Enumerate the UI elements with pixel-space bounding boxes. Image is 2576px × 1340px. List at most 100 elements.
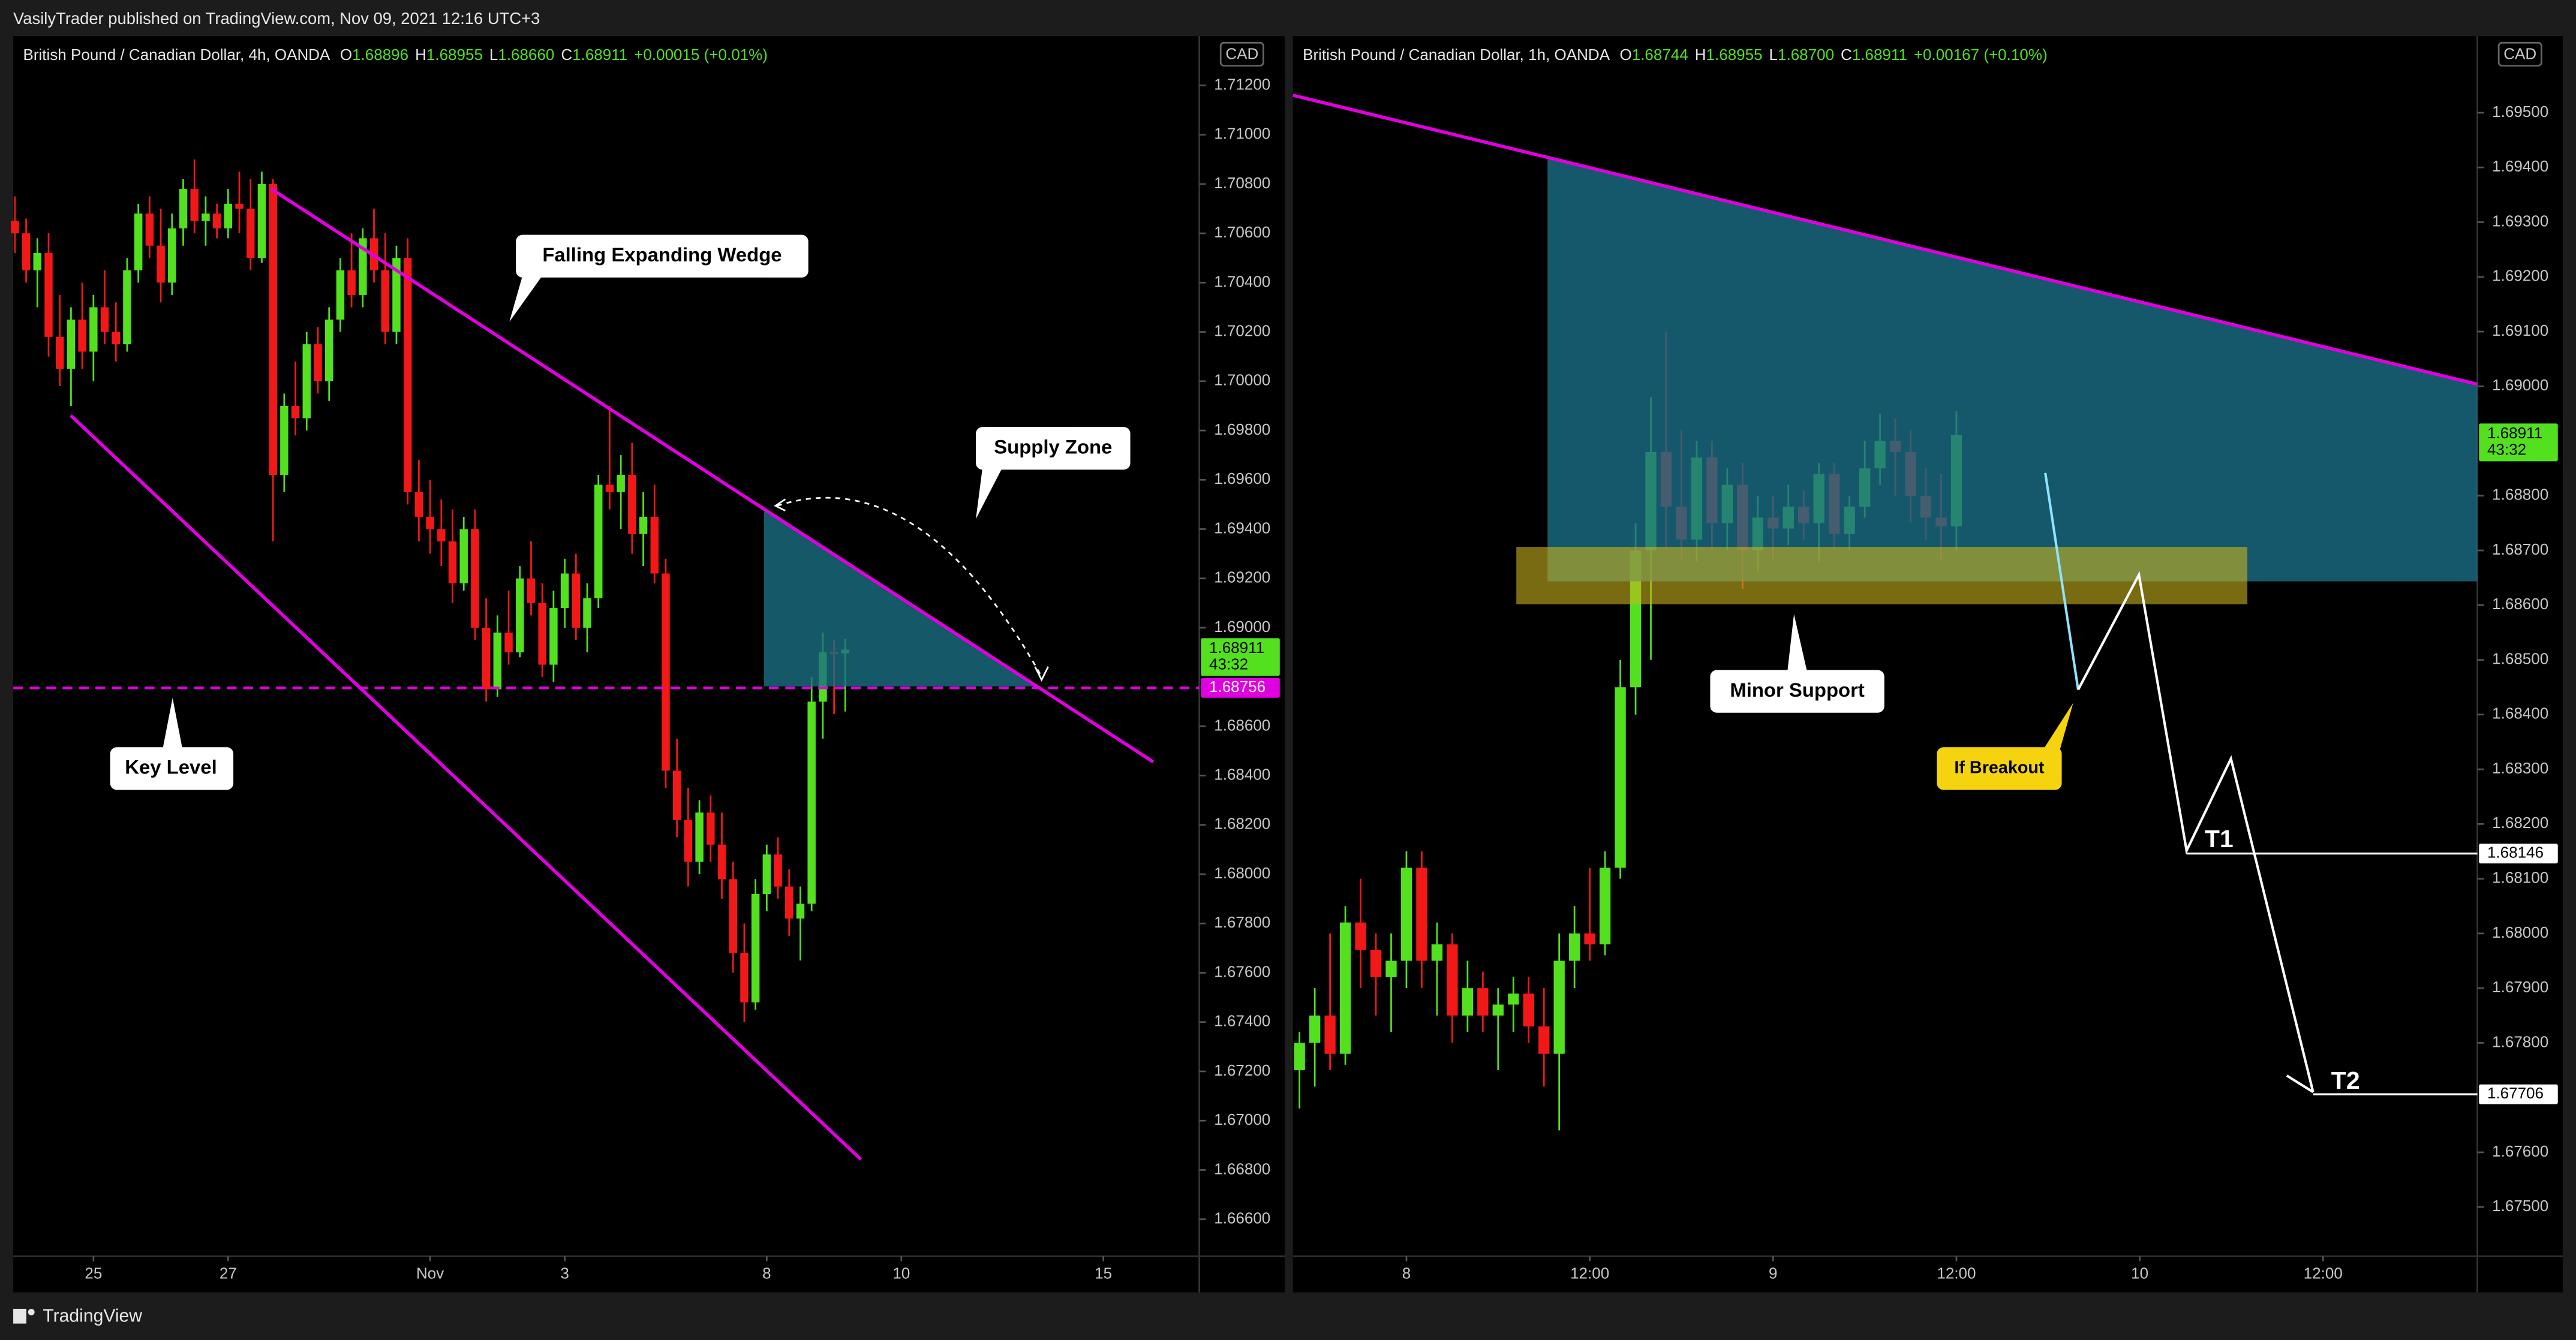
y-tick-label: 1.66600 <box>1214 1209 1270 1227</box>
candle-body <box>324 320 333 381</box>
axes <box>13 36 2563 1293</box>
callout: Falling Expanding Wedge <box>509 234 808 322</box>
candle-body <box>1370 950 1382 977</box>
y-tick-label: 1.69400 <box>2492 157 2548 175</box>
callout-text: Minor Support <box>1730 679 1865 701</box>
candle-body <box>1508 993 1519 1005</box>
candle-body <box>179 189 188 228</box>
candle-body <box>1538 1026 1550 1054</box>
y-tick-label: 1.69000 <box>1214 618 1270 636</box>
legend-change: +0.00015 (+0.01%) <box>634 46 768 64</box>
candle-body <box>482 627 491 689</box>
footer: TradingView <box>13 1306 142 1326</box>
currency-box <box>2497 41 2542 67</box>
y-tick-label: 1.67900 <box>2492 978 2548 996</box>
candle-body <box>785 886 793 919</box>
candle-body <box>1568 933 1580 961</box>
candle-body <box>1462 988 1474 1016</box>
chart-panel <box>1292 36 2563 1293</box>
candle-body <box>359 238 367 295</box>
x-tick-label: 9 <box>1769 1264 1777 1282</box>
candle-body <box>190 189 199 221</box>
candle-body <box>78 320 86 352</box>
legend-key: L <box>489 46 498 64</box>
candle-body <box>1553 960 1565 1054</box>
y-tick-label: 1.69600 <box>1214 469 1270 487</box>
level-label: 1.68756 <box>1209 677 1266 695</box>
legend: British Pound / Canadian Dollar, 1h, OAN… <box>1303 46 2047 64</box>
candle-body <box>1355 922 1366 950</box>
supply-zone <box>1547 157 2478 582</box>
callout-box <box>110 747 234 790</box>
candle-body <box>347 270 356 295</box>
legend-value: 1.68744 <box>1632 46 1688 64</box>
candle-body <box>1447 944 1458 1016</box>
wedge-line <box>70 414 862 1161</box>
logo <box>13 1308 26 1324</box>
callout-box <box>1937 747 2062 790</box>
candle-body <box>1324 1015 1336 1054</box>
y-tick-label: 1.70400 <box>1214 272 1270 290</box>
candle-body <box>594 484 603 598</box>
y-tick-label: 1.68700 <box>2492 540 2548 558</box>
target-label: T2 <box>2331 1067 2360 1094</box>
legend-change: +0.00167 (+0.10%) <box>1914 46 2048 64</box>
y-tick-label: 1.67600 <box>2492 1142 2548 1160</box>
candle-body <box>751 893 760 1002</box>
y-tick-label: 1.70000 <box>1214 371 1270 389</box>
candle-body <box>1294 1043 1305 1071</box>
level-label-box <box>1201 677 1280 698</box>
x-tick-label: Nov <box>416 1264 444 1282</box>
candle-body <box>807 701 816 904</box>
x-tick-label: 12:00 <box>2304 1264 2343 1282</box>
candle-body <box>516 578 524 653</box>
y-tick-label: 1.68400 <box>1214 765 1270 783</box>
y-tick-label: 1.69300 <box>2492 212 2548 230</box>
legend-value: 1.68660 <box>498 46 554 64</box>
currency-box <box>1219 41 1264 67</box>
candle-body <box>549 608 558 665</box>
callout: Minor Support <box>1710 614 1884 713</box>
candle-body <box>729 879 737 953</box>
wedge-line <box>270 187 1155 764</box>
y-tick-label: 1.68600 <box>2492 595 2548 613</box>
candle-body <box>504 633 513 653</box>
level-label-box <box>2479 844 2558 864</box>
candle-body <box>695 812 704 862</box>
legend-value: 1.68911 <box>1852 46 1907 64</box>
y-tick-label: 1.68300 <box>2492 759 2548 777</box>
countdown: 43:32 <box>2487 440 2526 458</box>
y-tick-label: 1.71000 <box>1214 125 1270 143</box>
legend-key: L <box>1769 46 1778 64</box>
callout-text: Supply Zone <box>994 435 1112 457</box>
legend-key: H <box>415 46 426 64</box>
callout: Key Level <box>110 698 234 790</box>
legend-key: C <box>1841 46 1852 64</box>
y-tick-label: 1.69400 <box>1214 519 1270 537</box>
candle-body <box>527 578 536 603</box>
legend-value: 1.68955 <box>426 46 483 64</box>
projection-line <box>2044 472 2079 690</box>
axis-labels: British Pound / Canadian Dollar, 4h, OAN… <box>23 41 2558 1282</box>
candle-body <box>740 953 749 1002</box>
candle-body <box>560 573 569 609</box>
candle-body <box>257 183 266 258</box>
candle-body <box>11 221 19 234</box>
published-note: VasilyTrader published on TradingView.co… <box>13 9 540 28</box>
candle-body <box>157 245 165 283</box>
candle-body <box>291 405 300 418</box>
candle-body <box>1431 944 1443 961</box>
y-tick-label: 1.68200 <box>2492 814 2548 832</box>
candle-body <box>1615 687 1626 868</box>
candle-body <box>168 228 176 283</box>
target-label: T1 <box>2205 825 2234 853</box>
callout-box <box>516 234 808 278</box>
callout-pointer <box>163 698 183 749</box>
x-tick-label: 25 <box>85 1264 102 1282</box>
legend: British Pound / Canadian Dollar, 4h, OAN… <box>23 46 767 64</box>
candle-body <box>235 203 244 209</box>
candle-body <box>67 320 76 369</box>
candle-body <box>302 344 311 418</box>
y-tick-label: 1.69800 <box>1214 420 1270 438</box>
